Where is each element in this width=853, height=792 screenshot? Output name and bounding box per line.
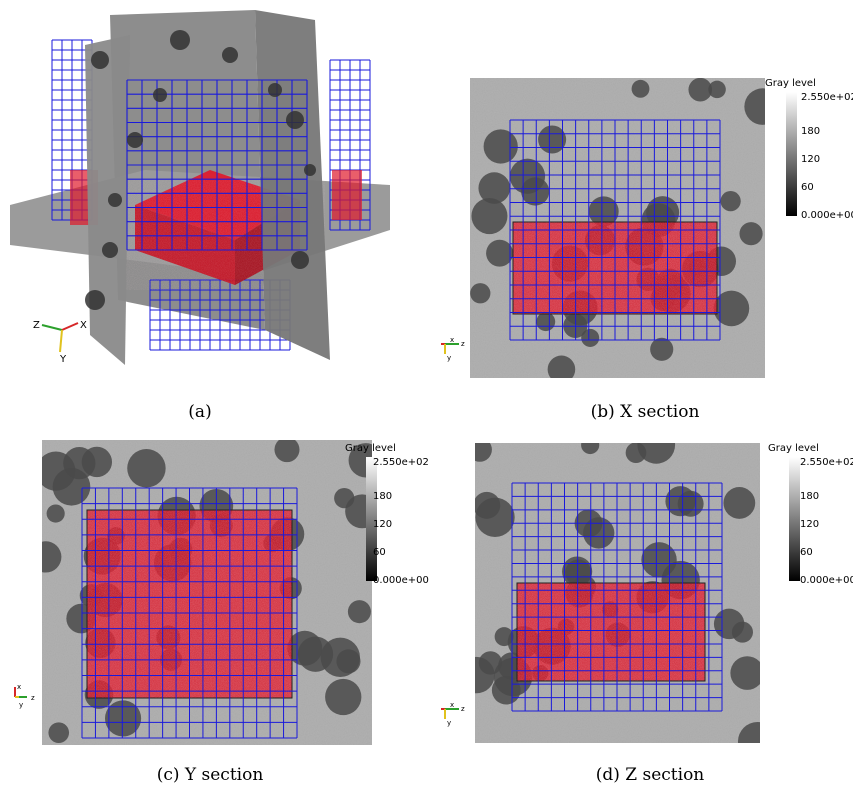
panel-3d-view: Z X Y (a): [0, 0, 400, 422]
axis-label-y: Y: [59, 354, 67, 365]
axis-triad-d: x z y: [441, 701, 465, 727]
y-section-image: [42, 440, 372, 745]
axis-label-x: X: [80, 320, 87, 331]
svg-text:x: x: [450, 701, 454, 709]
axis-triad-c: x y z: [14, 683, 35, 709]
caption-b: (b) X section: [590, 402, 700, 422]
panel-x-section: x z y Gray level 2.550e+02 180 120 60 0.…: [425, 0, 853, 430]
svg-text:z: z: [461, 705, 465, 713]
axis-b-x: x: [450, 336, 454, 344]
x-section-image: [470, 78, 765, 378]
volume-render-3d: Z X Y: [10, 10, 390, 365]
axis-c-x: x: [17, 683, 21, 691]
colorbar-c: Gray level 2.550e+02 180 120 60 0.000e+0…: [345, 443, 429, 586]
axis-b-y: y: [447, 354, 451, 362]
caption-c: (c) Y section: [156, 765, 264, 785]
axis-triad-3d: Z X Y: [33, 320, 87, 365]
colorbar-b: Gray level 2.550e+02 180 120 60 0.000e+0…: [765, 78, 853, 221]
colorbar-d: Gray level 2.550e+02 180 120 60 0.000e+0…: [768, 443, 853, 586]
panel-y-section: x y z Gray level 2.550e+02 180 120 60 0.…: [0, 435, 429, 792]
panel-z-section: x z y Gray level 2.550e+02 180 120 60 0.…: [425, 435, 853, 792]
caption-d: (d) Z section: [595, 765, 705, 785]
axis-c-y: y: [19, 701, 23, 709]
z-section-image: [475, 443, 760, 743]
caption-a: (a): [188, 402, 212, 422]
colorbar-title: Gray level: [765, 78, 816, 89]
axis-label-z: Z: [33, 320, 40, 331]
axis-b-z: z: [461, 340, 465, 348]
axis-triad-b: x z y: [441, 336, 465, 362]
axis-c-z: z: [31, 694, 35, 702]
svg-text:y: y: [447, 719, 451, 727]
